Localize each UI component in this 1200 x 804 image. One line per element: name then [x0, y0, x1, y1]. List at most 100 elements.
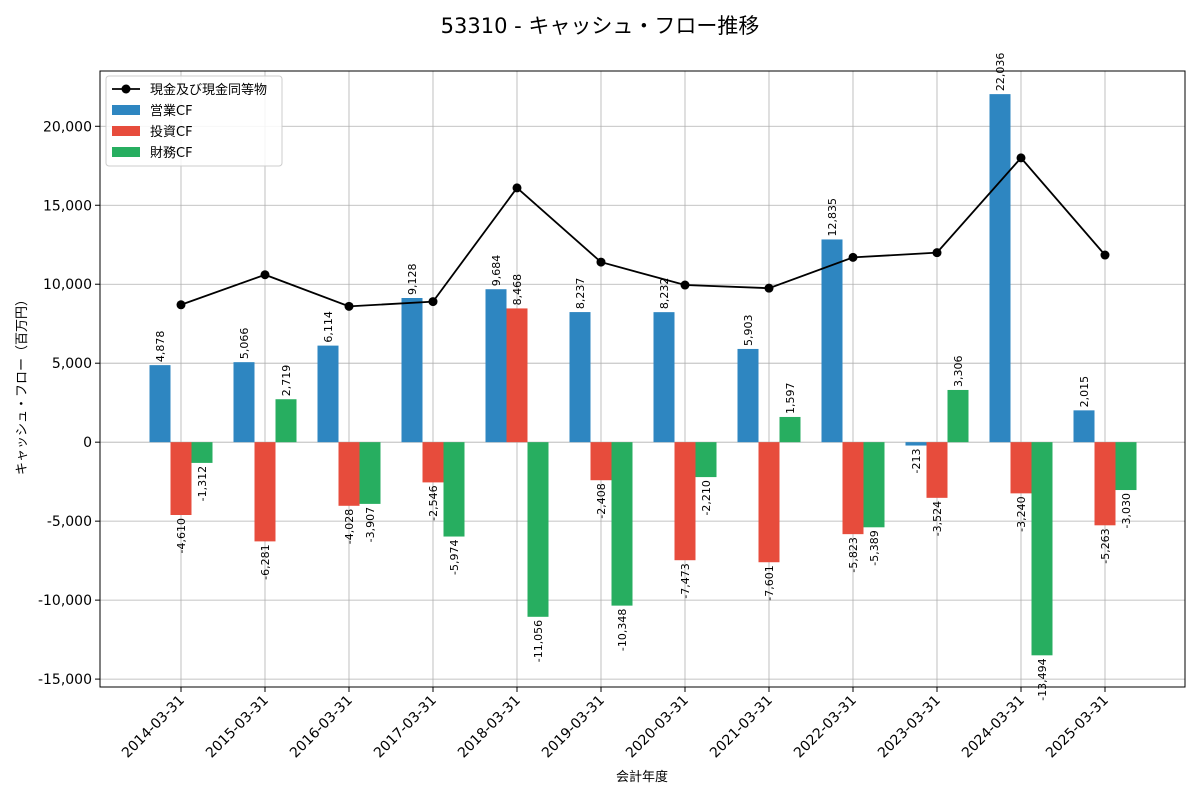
chart-title: 53310 - キャッシュ・フロー推移 [441, 14, 760, 38]
bar-営業CF [485, 289, 507, 443]
bar-value-label: -3,030 [1120, 493, 1133, 528]
legend-swatch [112, 147, 140, 157]
x-tick-label: 2025-03-31 [1043, 693, 1112, 762]
cash-line-path [180, 156, 1106, 308]
bar-投資CF [674, 442, 696, 561]
cash-line-point [260, 270, 270, 280]
y-tick-label: 15,000 [43, 198, 92, 214]
x-tick-label: 2022-03-31 [791, 693, 860, 762]
bar-営業CF [821, 239, 843, 443]
cash-line-point [764, 283, 774, 293]
bar-value-label: -3,240 [1015, 496, 1028, 531]
bar-value-label: -2,546 [427, 485, 440, 520]
y-tick-label: 5,000 [52, 356, 92, 372]
bar-投資CF [506, 308, 528, 443]
bar-value-label: 2,015 [1078, 376, 1091, 408]
legend-label: 投資CF [150, 124, 193, 140]
bar-財務CF [359, 442, 381, 504]
plot-frame [99, 70, 1186, 688]
cash-line-point [848, 252, 858, 262]
cash-line-point [932, 248, 942, 258]
legend-label: 財務CF [150, 146, 193, 161]
bar-投資CF [338, 442, 360, 506]
cash-line-point [1016, 153, 1026, 163]
x-tick-label: 2021-03-31 [707, 693, 776, 762]
y-tick-label: -10,000 [38, 593, 92, 609]
bar-投資CF [422, 442, 444, 483]
bar-value-label: -13,494 [1036, 658, 1049, 700]
bar-value-label: 8,237 [574, 278, 587, 310]
legend-swatch [112, 126, 140, 136]
bar-財務CF [695, 442, 717, 478]
legend-box [105, 75, 283, 167]
cash-line-point [1100, 250, 1110, 260]
legend-swatch [112, 105, 140, 115]
bar-value-label: 22,036 [994, 53, 1007, 92]
bar-value-label: -3,907 [364, 507, 377, 542]
cash-line-point [344, 301, 354, 311]
bar-value-label: -6,281 [259, 544, 272, 579]
legend-label: 営業CF [150, 103, 193, 119]
bar-value-label: -5,974 [448, 540, 461, 575]
bar-財務CF [443, 442, 465, 537]
cash-line-point [428, 297, 438, 307]
bar-value-label: -5,389 [868, 530, 881, 565]
bar-財務CF [1115, 442, 1137, 491]
bar-投資CF [758, 442, 780, 563]
cash-line-point [680, 280, 690, 290]
bar-投資CF [1010, 442, 1032, 494]
bar-value-label: -3,524 [931, 501, 944, 536]
legend-swatch-marker [121, 84, 131, 94]
legend-label: 現金及び現金同等物 [150, 82, 267, 98]
bar-営業CF [989, 94, 1011, 443]
bar-財務CF [863, 442, 885, 528]
bar-value-label: -4,028 [343, 509, 356, 544]
bar-投資CF [170, 442, 192, 515]
cash-line-point [176, 300, 186, 310]
x-tick-label: 2023-03-31 [875, 693, 944, 762]
x-tick-label: 2014-03-31 [119, 693, 188, 762]
y-tick-label: -5,000 [47, 514, 92, 530]
y-tick-label: -15,000 [38, 672, 92, 688]
bar-value-label: -1,312 [196, 466, 209, 501]
bar-value-label: -4,610 [175, 518, 188, 553]
y-tick-label: 20,000 [43, 119, 92, 135]
bar-value-label: 9,128 [406, 264, 419, 296]
bar-value-label: -2,408 [595, 483, 608, 518]
bar-財務CF [527, 442, 549, 617]
x-axis-ticks: 2014-03-31 2015-03-31 2016-03-31 2017-03-31… [119, 687, 1112, 761]
bar-営業CF [653, 312, 675, 443]
x-tick-label: 2015-03-31 [203, 693, 272, 762]
y-axis-label: キャッシュ・フロー（百万円） [15, 293, 30, 475]
x-tick-label: 2018-03-31 [455, 693, 524, 762]
bar-投資CF [1094, 442, 1116, 526]
bar-営業CF [737, 348, 759, 443]
x-tick-label: 2024-03-31 [959, 693, 1028, 762]
bar-value-label: 5,066 [238, 328, 251, 360]
x-tick-label: 2019-03-31 [539, 693, 608, 762]
bar-value-label: -2,210 [700, 480, 713, 515]
bar-営業CF [569, 312, 591, 443]
bar-財務CF [779, 416, 801, 443]
bar-value-label: 3,306 [952, 355, 965, 387]
bar-value-label: 4,878 [154, 331, 167, 363]
bar-営業CF [233, 362, 255, 443]
cash-line-point [596, 257, 606, 267]
x-tick-label: 2020-03-31 [623, 693, 692, 762]
cash-line-point [512, 183, 522, 193]
bar-財務CF [947, 389, 969, 443]
bar-営業CF [401, 298, 423, 443]
x-tick-label: 2017-03-31 [371, 693, 440, 762]
bar-value-label: 9,684 [490, 255, 503, 287]
bar-value-label: 12,835 [826, 198, 839, 237]
bar-投資CF [842, 442, 864, 535]
y-tick-label: 10,000 [43, 277, 92, 293]
bar-value-label: 8,232 [658, 278, 671, 310]
x-tick-label: 2016-03-31 [287, 693, 356, 762]
bars [149, 94, 1137, 656]
bar-財務CF [1031, 442, 1053, 656]
y-axis-ticks: -15,000 -10,000 -5,000 0 5,000 10,000 15,000 20… [38, 119, 100, 688]
